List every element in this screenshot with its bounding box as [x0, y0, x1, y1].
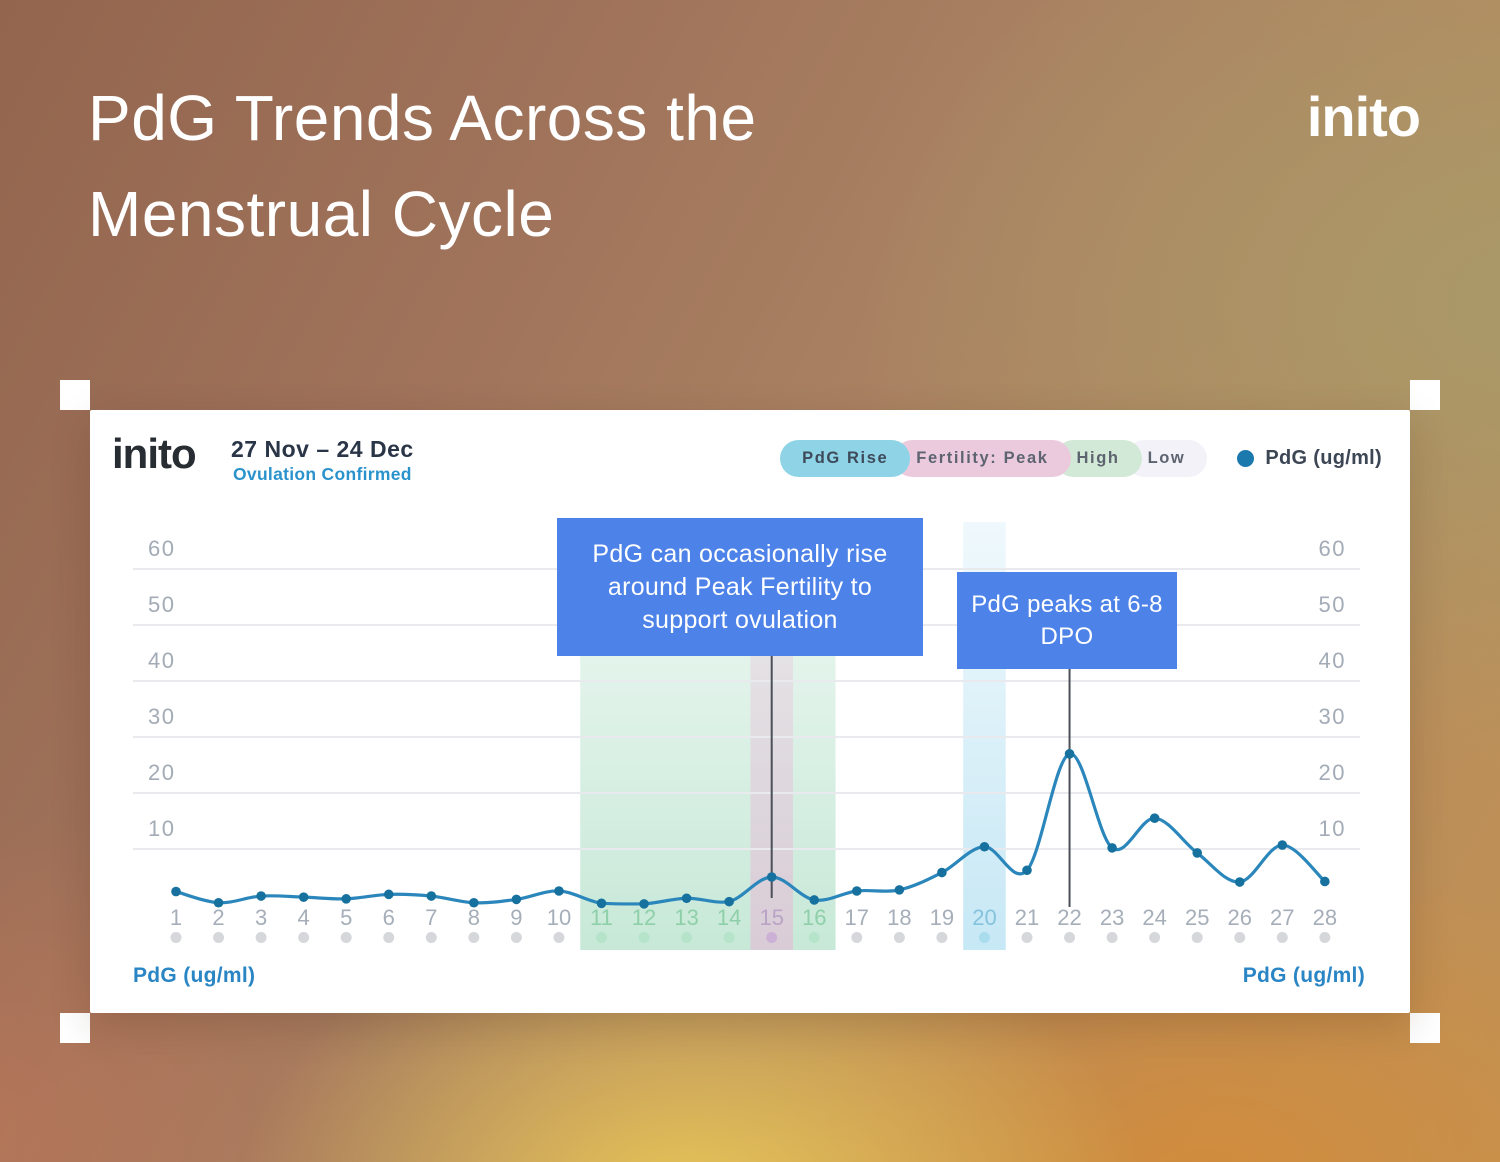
svg-text:27: 27: [1270, 905, 1294, 930]
svg-text:60: 60: [1319, 536, 1346, 561]
page-title: PdG Trends Across the Menstrual Cycle: [88, 82, 757, 250]
y-axis-unit-left: PdG (ug/ml): [133, 964, 256, 987]
svg-text:2: 2: [212, 905, 224, 930]
svg-text:9: 9: [510, 905, 522, 930]
svg-text:50: 50: [1319, 592, 1346, 617]
svg-text:8: 8: [468, 905, 480, 930]
svg-text:40: 40: [1319, 648, 1346, 673]
svg-text:60: 60: [148, 536, 175, 561]
svg-text:20: 20: [972, 905, 996, 930]
annotation-dpo-peak: PdG peaks at 6-8 DPO: [957, 572, 1177, 669]
svg-text:16: 16: [802, 905, 826, 930]
series-legend-label: PdG (ug/ml): [1265, 447, 1382, 469]
svg-text:25: 25: [1185, 905, 1209, 930]
svg-text:17: 17: [845, 905, 869, 930]
svg-text:6: 6: [383, 905, 395, 930]
series-legend: PdG (ug/ml): [1237, 447, 1382, 470]
chart-legend: PdG Rise Fertility: Peak High Low PdG (u…: [780, 440, 1382, 477]
svg-text:40: 40: [148, 648, 175, 673]
svg-text:10: 10: [547, 905, 571, 930]
svg-text:20: 20: [148, 760, 175, 785]
svg-text:50: 50: [148, 592, 175, 617]
svg-text:30: 30: [1319, 704, 1346, 729]
svg-text:21: 21: [1015, 905, 1039, 930]
pill-pdg-rise[interactable]: PdG Rise: [780, 440, 911, 477]
svg-text:12: 12: [632, 905, 656, 930]
selection-handle-bottom-left[interactable]: [60, 1013, 90, 1043]
svg-text:3: 3: [255, 905, 267, 930]
y-axis-unit-right: PdG (ug/ml): [1242, 964, 1365, 987]
svg-text:1: 1: [170, 905, 182, 930]
svg-text:11: 11: [590, 905, 613, 930]
cycle-date-range: 27 Nov – 24 Dec: [231, 436, 414, 462]
svg-text:19: 19: [930, 905, 954, 930]
selection-handle-bottom-right[interactable]: [1410, 1013, 1440, 1043]
svg-text:26: 26: [1228, 905, 1252, 930]
svg-text:14: 14: [717, 905, 741, 930]
pill-high[interactable]: High: [1054, 440, 1142, 477]
svg-text:28: 28: [1313, 905, 1337, 930]
selection-handle-top-right[interactable]: [1410, 380, 1440, 410]
pill-fertility-peak[interactable]: Fertility: Peak: [894, 440, 1071, 477]
svg-text:13: 13: [674, 905, 698, 930]
chart-card: 10 10 20 20 30 30 40 40 50 50 60 60 1 2 3 4 5 6 7 8 9 10 11 12 1…: [90, 410, 1410, 1013]
series-dot-icon: [1237, 450, 1255, 467]
svg-text:7: 7: [425, 905, 437, 930]
svg-text:24: 24: [1142, 905, 1166, 930]
annotation-peak-fertility: PdG can occasionally rise around Peak Fe…: [557, 518, 923, 656]
svg-text:20: 20: [1319, 760, 1346, 785]
svg-text:23: 23: [1100, 905, 1124, 930]
svg-text:15: 15: [759, 905, 783, 930]
inito-brand-logo: inito: [1306, 85, 1421, 148]
svg-text:10: 10: [148, 816, 175, 841]
fertility-status-pills: PdG Rise Fertility: Peak High Low: [780, 440, 1208, 477]
svg-text:10: 10: [1319, 816, 1346, 841]
svg-text:30: 30: [148, 704, 175, 729]
svg-text:18: 18: [887, 905, 911, 930]
selection-handle-top-left[interactable]: [60, 380, 90, 410]
svg-text:4: 4: [298, 905, 310, 930]
inito-card-logo: inito: [112, 430, 197, 477]
ovulation-status: Ovulation Confirmed: [233, 464, 412, 484]
svg-text:22: 22: [1057, 905, 1081, 930]
svg-text:5: 5: [340, 905, 352, 930]
